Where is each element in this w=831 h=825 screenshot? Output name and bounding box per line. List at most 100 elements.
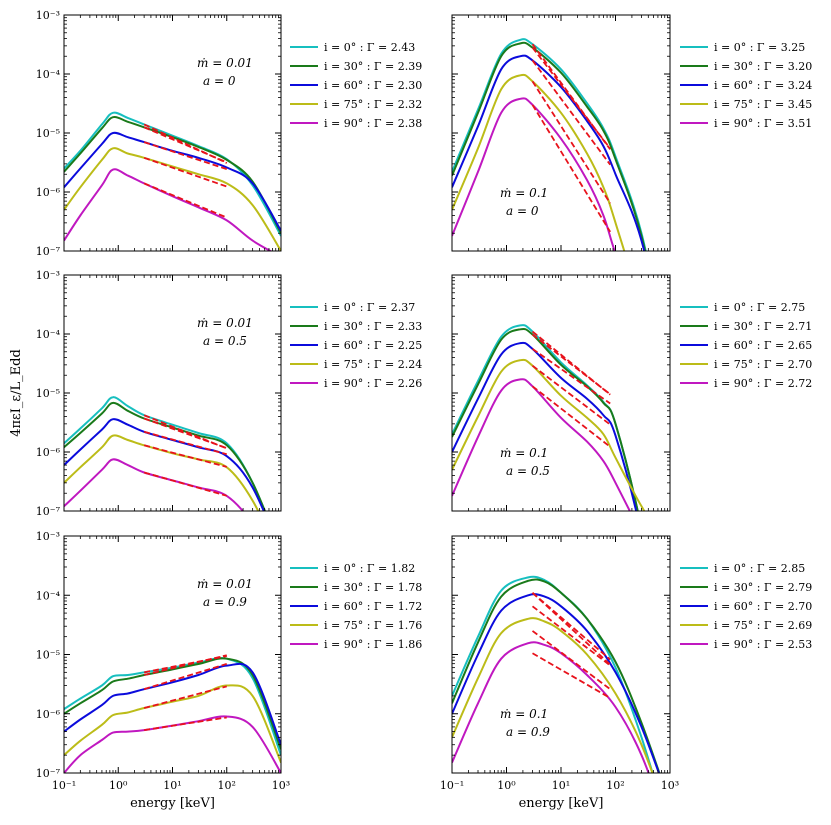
- legend-label: i = 90° : Γ = 2.53: [714, 638, 812, 651]
- powerlaw-fit-line: [531, 605, 611, 667]
- series-line-i75: [64, 684, 281, 763]
- powerlaw-fit-line: [143, 685, 227, 709]
- legend-label: i = 30° : Γ = 2.33: [324, 320, 422, 333]
- legend-label: i = 60° : Γ = 2.70: [714, 600, 812, 613]
- legend-label: i = 30° : Γ = 2.39: [324, 60, 422, 73]
- legend-label: i = 75° : Γ = 3.45: [714, 98, 812, 111]
- panel-2: ṁ = 0.1 a = 0 i = 0° : Γ = 3.25 i = 30° : Γ…: [451, 14, 812, 252]
- powerlaw-fit-line: [143, 126, 228, 164]
- x-axis-label: energy [keV]: [519, 796, 604, 811]
- series-line-i75: [452, 617, 654, 773]
- powerlaw-fit-line: [531, 333, 611, 395]
- panel-5: 10⁻⁷ 10⁻⁶ 10⁻⁵ 10⁻⁴ 10⁻³ 10⁻¹ 10⁰ 10¹ 10² 10³ ener…: [36, 530, 422, 811]
- series-line-i60: [452, 593, 660, 773]
- legend: i = 0° : Γ = 2.85 i = 30° : Γ = 2.79 i = 6…: [680, 562, 812, 651]
- y-tick-label: 10⁻⁶: [36, 446, 61, 459]
- panel-4: ṁ = 0.1 a = 0.5 i = 0° : Γ = 2.75 i = 30° :…: [451, 274, 812, 512]
- series-line-i30: [64, 657, 281, 750]
- legend: i = 0° : Γ = 1.82 i = 30° : Γ = 1.78 i = 6…: [290, 562, 422, 651]
- series-line-i60: [64, 418, 265, 511]
- powerlaw-fit-line: [531, 348, 611, 405]
- legend-label: i = 75° : Γ = 2.70: [714, 358, 812, 371]
- series-line-i75: [452, 358, 646, 511]
- series-line-i90: [64, 168, 273, 251]
- powerlaw-fit-line: [143, 182, 228, 219]
- legend: i = 0° : Γ = 3.25 i = 30° : Γ = 3.20 i = 6…: [680, 41, 812, 130]
- x-tick-label: 10⁰: [109, 779, 128, 792]
- legend-label: i = 0° : Γ = 2.75: [714, 301, 805, 314]
- powerlaw-fit-line: [531, 47, 611, 150]
- powerlaw-fit-line: [531, 630, 611, 690]
- powerlaw-fit-line: [532, 652, 611, 699]
- spin-annotation: a = 0: [506, 204, 539, 218]
- legend: i = 0° : Γ = 2.75 i = 30° : Γ = 2.71 i = 6…: [680, 301, 812, 390]
- y-tick-label: 10⁻⁶: [36, 708, 61, 721]
- mdot-annotation: ṁ = 0.1: [500, 186, 548, 200]
- powerlaw-fit-line: [143, 654, 227, 676]
- series-line-i90: [64, 715, 281, 773]
- series-line-i30: [452, 41, 647, 251]
- powerlaw-fit-line: [143, 417, 228, 449]
- legend-label: i = 60° : Γ = 3.24: [714, 79, 812, 92]
- y-tick-label: 10⁻³: [36, 530, 60, 543]
- y-tick-label: 10⁻⁵: [36, 649, 60, 662]
- mdot-annotation: ṁ = 0.01: [197, 577, 253, 591]
- axes-frame: [63, 535, 282, 774]
- series-line-i30: [452, 578, 661, 773]
- legend-label: i = 0° : Γ = 2.43: [324, 41, 415, 54]
- legend-label: i = 90° : Γ = 3.51: [714, 117, 812, 130]
- powerlaw-fit-line: [143, 663, 228, 691]
- y-tick-label: 10⁻⁴: [36, 68, 61, 81]
- series-line-i60: [452, 341, 638, 511]
- powerlaw-fit-line: [531, 43, 611, 150]
- legend-label: i = 60° : Γ = 2.25: [324, 339, 422, 352]
- powerlaw-fit-line: [143, 655, 227, 674]
- panel-1: 10⁻⁷ 10⁻⁶ 10⁻⁵ 10⁻⁴ 10⁻³ ṁ = 0.01 a = 0 i = 0° …: [36, 9, 422, 258]
- powerlaw-fit-line: [531, 80, 611, 204]
- series-line-i0: [64, 657, 281, 756]
- powerlaw-fit-line: [143, 156, 228, 188]
- series-line-i60: [64, 662, 281, 746]
- legend-label: i = 75° : Γ = 2.24: [324, 358, 422, 371]
- x-tick-label: 10¹: [163, 779, 181, 792]
- spin-annotation: a = 0.5: [506, 464, 550, 478]
- x-axis-label: energy [keV]: [130, 796, 215, 811]
- legend-label: i = 0° : Γ = 1.82: [324, 562, 415, 575]
- x-tick-label: 10¹: [552, 779, 570, 792]
- spin-annotation: a = 0: [203, 74, 236, 88]
- legend-label: i = 75° : Γ = 1.76: [324, 619, 422, 632]
- y-tick-label: 10⁻⁵: [36, 387, 60, 400]
- x-tick-label: 10⁻¹: [52, 779, 76, 792]
- legend-label: i = 90° : Γ = 1.86: [324, 638, 422, 651]
- powerlaw-fit-line: [143, 471, 227, 497]
- powerlaw-fit-line: [143, 444, 227, 468]
- y-tick-label: 10⁻⁷: [36, 767, 61, 780]
- x-tick-label: 10³: [661, 779, 679, 792]
- series-line-i30: [452, 327, 639, 511]
- legend-label: i = 60° : Γ = 2.65: [714, 339, 812, 352]
- series-line-i75: [64, 147, 281, 251]
- powerlaw-fit-line: [531, 592, 611, 666]
- mdot-annotation: ṁ = 0.01: [197, 56, 253, 70]
- y-tick-label: 10⁻⁴: [36, 328, 61, 341]
- series-line-i0: [64, 111, 281, 237]
- x-tick-label: 10⁻¹: [440, 779, 464, 792]
- x-tick-label: 10⁰: [497, 779, 516, 792]
- series-line-i0: [452, 38, 647, 251]
- spin-annotation: a = 0.9: [203, 595, 247, 609]
- series-line-i30: [64, 116, 281, 234]
- series-line-i60: [64, 131, 281, 232]
- y-tick-label: 10⁻⁵: [36, 127, 60, 140]
- legend-label: i = 30° : Γ = 2.71: [714, 320, 812, 333]
- legend-label: i = 75° : Γ = 2.69: [714, 619, 812, 632]
- legend-label: i = 90° : Γ = 2.38: [324, 117, 422, 130]
- legend-label: i = 30° : Γ = 1.78: [324, 581, 422, 594]
- y-tick-label: 10⁻⁷: [36, 505, 61, 518]
- powerlaw-fit-line: [143, 430, 227, 456]
- x-tick-label: 10²: [218, 779, 236, 792]
- legend-label: i = 0° : Γ = 2.85: [714, 562, 805, 575]
- series-line-i90: [452, 97, 616, 251]
- series-line-i90: [64, 458, 245, 511]
- legend-label: i = 90° : Γ = 2.26: [324, 377, 422, 390]
